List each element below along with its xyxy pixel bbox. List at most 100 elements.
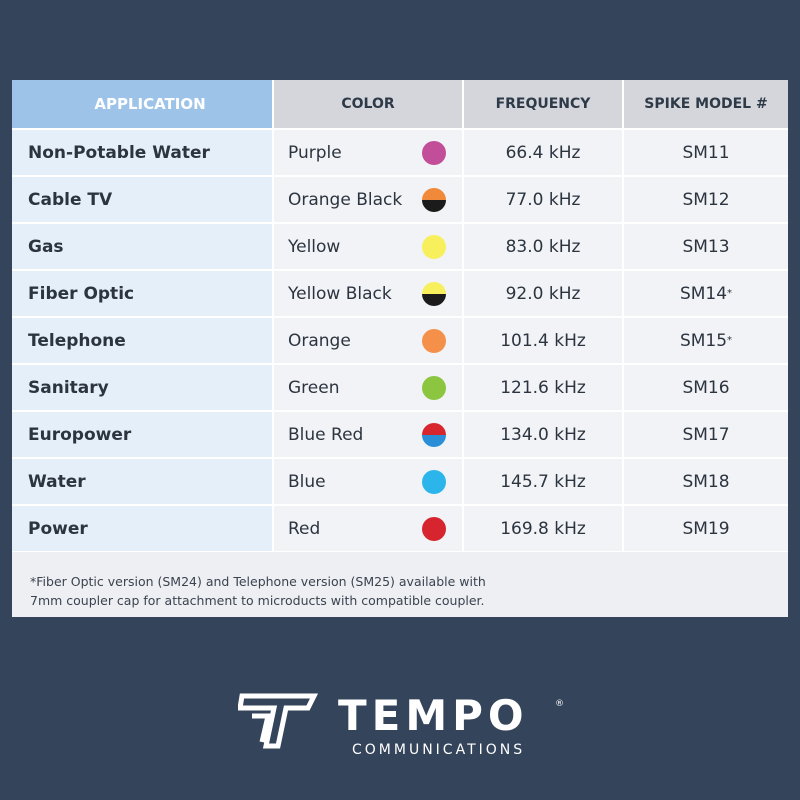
color-cell: Blue Red bbox=[274, 412, 462, 457]
application-cell: Sanitary bbox=[12, 365, 272, 410]
footnote-line: 7mm coupler cap for attachment to microd… bbox=[30, 593, 485, 608]
model-text: SM11 bbox=[682, 142, 730, 163]
frequency-cell: 101.4 kHz bbox=[464, 318, 622, 363]
color-cell: Yellow Black bbox=[274, 271, 462, 316]
color-swatch bbox=[422, 281, 446, 306]
model-cell: SM12 bbox=[624, 177, 788, 222]
color-cell: Purple bbox=[274, 130, 462, 175]
color-cell: Orange Black bbox=[274, 177, 462, 222]
frequency-cell: 83.0 kHz bbox=[464, 224, 622, 269]
logo-tagline: COMMUNICATIONS bbox=[352, 742, 525, 758]
logo-name: TEMPO bbox=[338, 691, 529, 740]
color-text: Yellow Black bbox=[288, 283, 392, 304]
swatch-half bbox=[422, 528, 446, 541]
color-cell: Orange bbox=[274, 318, 462, 363]
model-text: SM18 bbox=[682, 471, 730, 492]
logo-mark: ® bbox=[555, 699, 564, 709]
frequency-text: 169.8 kHz bbox=[500, 518, 586, 539]
application-cell: Cable TV bbox=[12, 177, 272, 222]
frequency-cell: 134.0 kHz bbox=[464, 412, 622, 457]
frequency-cell: 92.0 kHz bbox=[464, 271, 622, 316]
model-cell: SM19 bbox=[624, 506, 788, 551]
application-cell: Water bbox=[12, 459, 272, 504]
application-text: Europower bbox=[28, 424, 132, 445]
model-cell: SM17 bbox=[624, 412, 788, 457]
color-cell: Red bbox=[274, 506, 462, 551]
swatch-half bbox=[422, 481, 446, 494]
swatch-half bbox=[422, 152, 446, 165]
swatch-half bbox=[422, 293, 446, 306]
color-text: Blue Red bbox=[288, 424, 364, 445]
column-header: FREQUENCY bbox=[464, 80, 622, 128]
model-text: SM14 bbox=[679, 283, 728, 304]
application-text: Power bbox=[28, 518, 88, 539]
model-cell: SM14 * bbox=[624, 271, 788, 316]
frequency-text: 121.6 kHz bbox=[500, 377, 586, 398]
model-text: SM19 bbox=[682, 518, 730, 539]
application-text: Sanitary bbox=[28, 377, 109, 398]
application-text: Non-Potable Water bbox=[28, 142, 210, 163]
frequency-cell: 169.8 kHz bbox=[464, 506, 622, 551]
column-header: APPLICATION bbox=[12, 80, 272, 128]
frequency-cell: 145.7 kHz bbox=[464, 459, 622, 504]
frequency-text: 66.4 kHz bbox=[505, 142, 581, 163]
color-cell: Green bbox=[274, 365, 462, 410]
color-swatch bbox=[422, 234, 446, 259]
swatch-half bbox=[422, 469, 446, 482]
logo: TEMPO ® COMMUNICATIONS bbox=[238, 691, 564, 758]
color-swatch bbox=[422, 375, 446, 400]
color-cell: Blue bbox=[274, 459, 462, 504]
model-cell: SM16 bbox=[624, 365, 788, 410]
column-header: SPIKE MODEL # bbox=[624, 80, 788, 128]
application-text: Cable TV bbox=[28, 189, 113, 210]
footnote: *Fiber Optic version (SM24) and Telephon… bbox=[12, 552, 788, 617]
application-cell: Europower bbox=[12, 412, 272, 457]
model-cell: SM15 * bbox=[624, 318, 788, 363]
frequency-text: 134.0 kHz bbox=[500, 424, 586, 445]
frequency-text: 77.0 kHz bbox=[505, 189, 581, 210]
model-cell: SM13 bbox=[624, 224, 788, 269]
frequency-text: 83.0 kHz bbox=[505, 236, 581, 257]
color-swatch bbox=[422, 469, 446, 494]
application-cell: Power bbox=[12, 506, 272, 551]
swatch-half bbox=[422, 387, 446, 400]
color-swatch bbox=[422, 187, 446, 212]
swatch-half bbox=[422, 375, 446, 388]
table: *Fiber Optic version (SM24) and Telephon… bbox=[12, 80, 788, 617]
swatch-half bbox=[422, 140, 446, 153]
model-cell: SM11 bbox=[624, 130, 788, 175]
swatch-half bbox=[422, 281, 446, 294]
color-cell: Yellow bbox=[274, 224, 462, 269]
application-text: Water bbox=[28, 471, 86, 492]
model-text: SM15 bbox=[679, 330, 728, 351]
color-swatch bbox=[422, 516, 446, 541]
frequency-cell: 121.6 kHz bbox=[464, 365, 622, 410]
frequency-cell: 77.0 kHz bbox=[464, 177, 622, 222]
color-text: Yellow bbox=[288, 236, 341, 257]
swatch-half bbox=[422, 340, 446, 353]
application-cell: Gas bbox=[12, 224, 272, 269]
swatch-half bbox=[422, 422, 446, 435]
note-mark: * bbox=[727, 335, 733, 346]
application-cell: Fiber Optic bbox=[12, 271, 272, 316]
color-text: Orange bbox=[288, 330, 351, 351]
model-text: SM12 bbox=[682, 189, 730, 210]
color-swatch bbox=[422, 422, 446, 447]
swatch-half bbox=[422, 434, 446, 447]
application-cell: Telephone bbox=[12, 318, 272, 363]
color-text: Green bbox=[288, 377, 340, 398]
note-mark: * bbox=[727, 288, 733, 299]
application-text: Gas bbox=[28, 236, 64, 257]
swatch-half bbox=[422, 187, 446, 200]
model-cell: SM18 bbox=[624, 459, 788, 504]
model-text: SM13 bbox=[682, 236, 730, 257]
application-cell: Non-Potable Water bbox=[12, 130, 272, 175]
swatch-half bbox=[422, 199, 446, 212]
color-swatch bbox=[422, 140, 446, 165]
color-text: Blue bbox=[288, 471, 326, 492]
frequency-text: 145.7 kHz bbox=[500, 471, 586, 492]
frequency-text: 101.4 kHz bbox=[500, 330, 586, 351]
application-text: Telephone bbox=[28, 330, 126, 351]
footnote-line: *Fiber Optic version (SM24) and Telephon… bbox=[30, 574, 486, 589]
